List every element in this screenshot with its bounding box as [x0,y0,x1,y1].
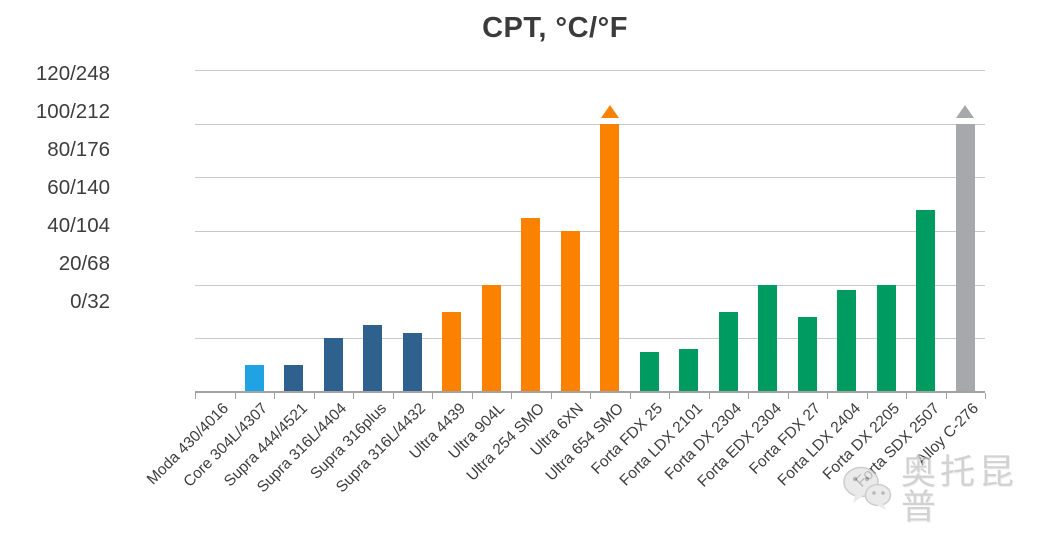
bar [363,324,383,392]
axis-tick [195,393,196,399]
chart-title: CPT, °C/°F [482,12,628,44]
y-tick-label: 40/104 [47,214,110,237]
y-tick-label: 60/140 [47,176,110,199]
bar [600,123,620,392]
bar [323,338,343,392]
gridline [195,70,985,71]
bar [284,365,304,392]
bar [876,284,896,392]
bar [560,231,580,392]
y-tick-label: 20/68 [58,252,110,275]
axis-tick [353,393,354,399]
axis-tick [787,393,789,399]
axis-tick [313,393,315,399]
axis-tick [590,393,591,399]
bar [916,209,936,392]
bar [837,290,857,392]
axis-tick [985,393,986,399]
axis-tick [471,393,473,399]
bar [481,284,501,392]
axis-tick [748,393,749,399]
bar [758,284,778,392]
bar [718,311,738,392]
axis-tick [906,393,907,399]
axis-tick [708,393,710,399]
axis-tick [629,393,631,399]
y-tick-label: 120/248 [35,62,110,85]
axis-tick [866,393,868,399]
gridline [195,123,985,125]
gridline [195,338,985,340]
bar [797,316,817,392]
gridline [195,177,985,179]
bar [402,332,422,392]
axis-tick [511,393,512,399]
gridline [195,284,985,286]
axis-tick [392,393,394,399]
y-tick-label: 80/176 [47,138,110,161]
y-tick-label: 100/212 [35,100,110,123]
y-tick-label: 0/32 [70,290,110,313]
axis-tick [945,393,947,399]
overflow-arrow [956,105,975,118]
gridline [195,231,985,232]
bar [244,365,264,392]
bar [679,349,699,392]
bar [442,311,462,392]
bar [521,217,541,392]
axis-tick [827,393,828,399]
axis-tick [432,393,433,399]
bar [639,351,659,392]
axis-tick [274,393,275,399]
x-axis-line [195,391,985,393]
bar [955,123,975,392]
axis-tick [550,393,552,399]
axis-tick [669,393,670,399]
axis-tick [234,393,236,399]
overflow-arrow [600,105,619,118]
